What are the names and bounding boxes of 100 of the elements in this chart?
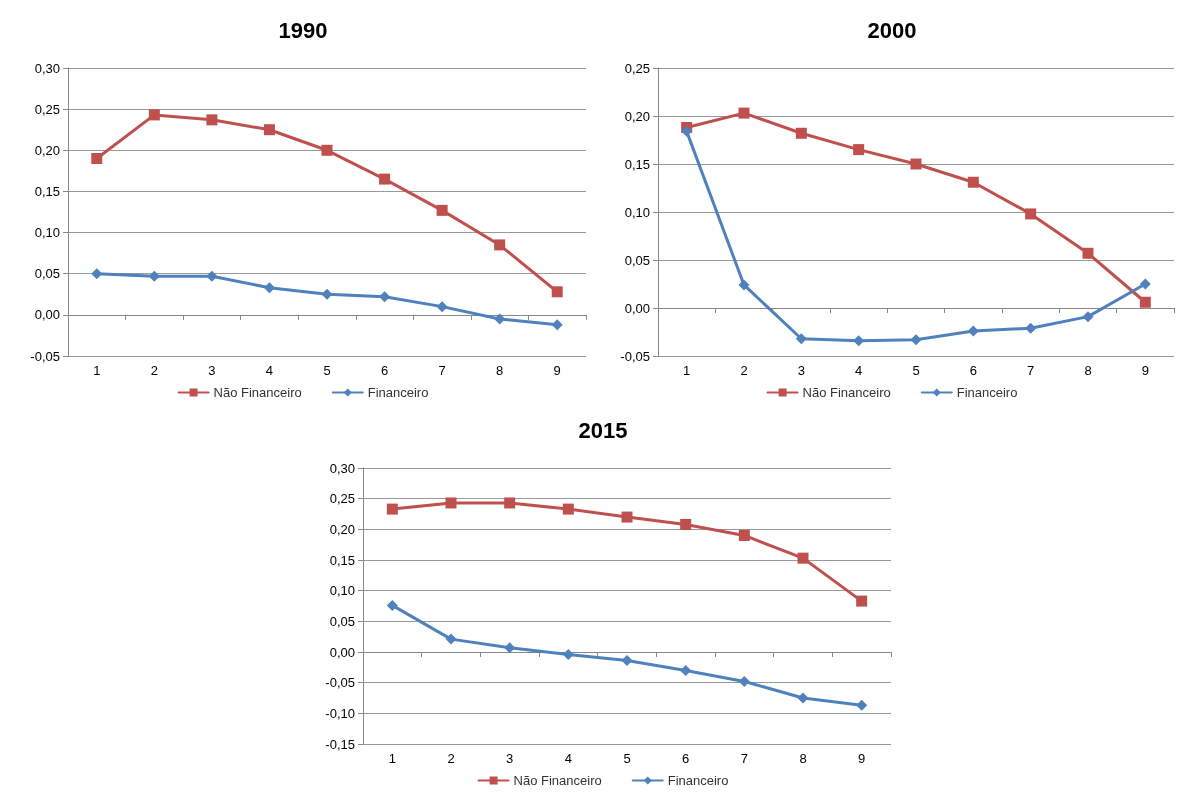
x-tick-label: 4 — [265, 363, 274, 378]
point — [436, 204, 448, 216]
point — [856, 699, 868, 711]
y-tick-label: 0,20 — [34, 142, 60, 158]
point — [386, 599, 398, 611]
x-tick-label: 7 — [740, 751, 748, 766]
x-tick-label: 9 — [553, 363, 561, 378]
point — [91, 153, 103, 165]
x-tick-label: 9 — [858, 751, 866, 766]
chart-title: 2015 — [578, 417, 628, 443]
point — [910, 334, 922, 346]
y-tick-label: -0,05 — [620, 348, 650, 364]
y-tick-label: -0,10 — [325, 705, 355, 721]
x-tick-label: 3 — [797, 363, 805, 378]
point — [504, 497, 516, 509]
y-tick-label: 0,10 — [34, 225, 60, 241]
point — [445, 497, 457, 509]
y-tick-label: 0,00 — [329, 644, 355, 660]
legend-label: Financeiro — [956, 385, 1018, 400]
x-tick-label: 5 — [623, 751, 631, 766]
point — [795, 127, 807, 139]
y-tick-label: 0,15 — [329, 552, 355, 568]
y-tick-label: 0,25 — [329, 491, 355, 507]
point — [621, 511, 633, 523]
point — [551, 319, 563, 331]
point — [1082, 311, 1094, 323]
point — [1139, 296, 1151, 308]
point — [680, 518, 692, 530]
x-tick-label: 6 — [969, 363, 977, 378]
point — [738, 279, 750, 291]
point — [504, 642, 516, 654]
point — [797, 552, 809, 564]
x-tick-label: 1 — [683, 363, 691, 378]
point — [206, 114, 218, 126]
legend-label: Financeiro — [367, 385, 429, 400]
point — [621, 655, 633, 667]
point — [856, 595, 868, 607]
y-tick-label: 0,15 — [34, 183, 60, 199]
point — [738, 107, 750, 119]
y-tick-label: -0,15 — [325, 736, 355, 752]
point — [853, 144, 865, 156]
x-tick-label: 2 — [740, 363, 748, 378]
point — [436, 301, 448, 313]
y-tick-label: 0,05 — [624, 252, 650, 268]
y-tick-label: 0,30 — [34, 60, 60, 76]
x-tick-label: 7 — [1027, 363, 1035, 378]
point — [91, 268, 103, 280]
y-tick-label: -0,05 — [30, 348, 60, 364]
legend-label: Não Financeiro — [513, 773, 602, 788]
point — [738, 675, 750, 687]
point — [445, 633, 457, 645]
point — [379, 291, 391, 303]
y-tick-label: 0,00 — [624, 300, 650, 316]
y-tick-label: 0,30 — [329, 460, 355, 476]
point — [1082, 247, 1094, 259]
point — [1025, 208, 1037, 220]
y-tick-label: 0,05 — [34, 266, 60, 282]
point — [321, 144, 333, 156]
x-tick-label: 8 — [799, 751, 807, 766]
y-tick-label: 0,20 — [624, 108, 650, 124]
y-tick-label: 0,20 — [329, 521, 355, 537]
point — [148, 270, 160, 282]
point — [680, 664, 692, 676]
x-tick-label: 2 — [150, 363, 158, 378]
y-tick-label: 0,25 — [34, 101, 60, 117]
x-tick-label: 1 — [388, 751, 396, 766]
x-tick-label: 8 — [1084, 363, 1092, 378]
y-tick-label: 0,25 — [624, 60, 650, 76]
point — [263, 282, 275, 294]
x-tick-label: 2 — [447, 751, 455, 766]
point — [967, 325, 979, 337]
point — [494, 239, 506, 251]
x-tick-label: 5 — [323, 363, 331, 378]
x-tick-label: 6 — [380, 363, 389, 378]
chart-title: 2000 — [867, 17, 917, 43]
point — [379, 173, 391, 185]
legend-label: Não Financeiro — [213, 385, 302, 400]
y-tick-label: 0,10 — [329, 583, 355, 599]
y-tick-label: 0,00 — [34, 307, 60, 323]
point — [1025, 322, 1037, 334]
point — [795, 333, 807, 345]
point — [562, 648, 574, 660]
y-tick-label: 0,15 — [624, 156, 650, 172]
chart-title: 1990 — [278, 17, 328, 43]
x-tick-label: 5 — [912, 363, 920, 378]
point — [148, 109, 160, 121]
point — [1139, 278, 1151, 290]
point — [967, 176, 979, 188]
point — [263, 124, 275, 136]
point — [551, 286, 563, 298]
y-tick-label: 0,05 — [329, 613, 355, 629]
x-tick-label: 7 — [438, 363, 446, 378]
point — [738, 529, 750, 541]
x-tick-label: 6 — [682, 751, 690, 766]
y-tick-label: 0,10 — [624, 204, 650, 220]
x-tick-label: 3 — [506, 751, 514, 766]
x-tick-label: 4 — [564, 751, 572, 766]
x-tick-label: 9 — [1141, 363, 1149, 378]
x-tick-label: 4 — [855, 363, 863, 378]
point — [562, 503, 574, 515]
